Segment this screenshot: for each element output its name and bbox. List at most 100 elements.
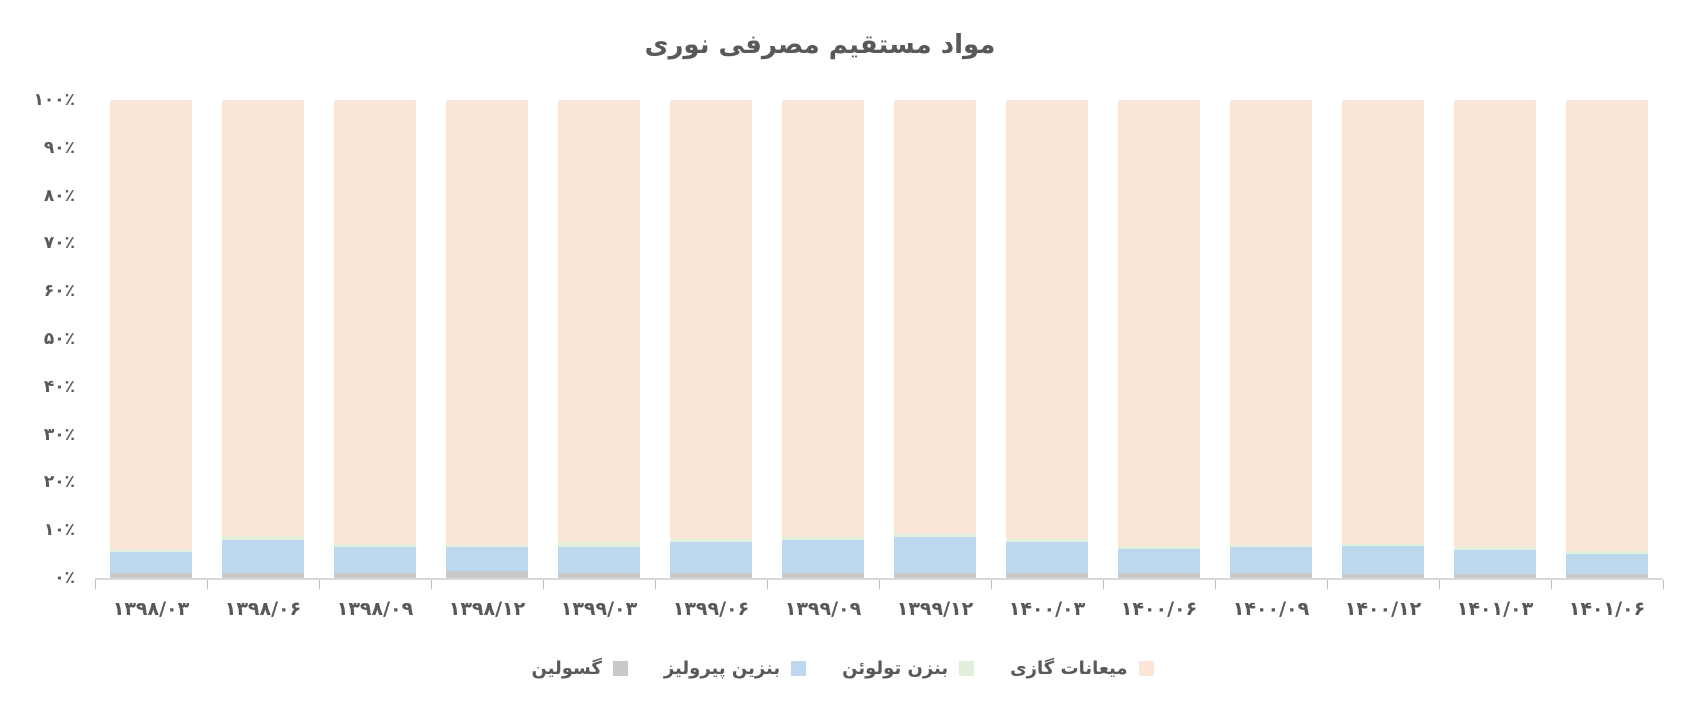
- bar-slot: [879, 100, 991, 578]
- axis-tick: [207, 580, 208, 589]
- legend-swatch: [791, 661, 807, 676]
- legend-label: میعانات گازی: [1010, 658, 1128, 679]
- axis-tick: [991, 580, 992, 589]
- bar-segment: [782, 100, 864, 538]
- bar-segment: [334, 544, 416, 547]
- x-axis-line: [95, 578, 1663, 580]
- bar-segment: [1566, 574, 1648, 578]
- x-axis-label: ۱۳۹۹/۱۲: [896, 598, 974, 620]
- x-axis-label: ۱۴۰۰/۰۶: [1120, 598, 1198, 620]
- legend-swatch: [1138, 661, 1154, 676]
- bar-segment: [110, 548, 192, 552]
- bar-slot: [431, 100, 543, 578]
- legend-label: گسولین: [531, 658, 602, 679]
- legend-item: بنزین پیرولیز: [663, 658, 807, 679]
- bar-segment: [1566, 553, 1648, 575]
- bar-slot: [543, 100, 655, 578]
- bar-segment: [1006, 100, 1088, 539]
- plot-area: [95, 100, 1663, 578]
- bar-segment: [894, 532, 976, 538]
- bar: [894, 100, 976, 578]
- bar-segment: [1118, 100, 1200, 547]
- bar-segment: [670, 542, 752, 574]
- x-axis-label: ۱۴۰۱/۰۳: [1456, 598, 1534, 620]
- bar-segment: [670, 100, 752, 539]
- axis-tick: [879, 580, 880, 589]
- legend-item: میعانات گازی: [1010, 658, 1154, 679]
- bar: [1118, 100, 1200, 578]
- y-axis-label: ۳۰٪: [43, 424, 75, 445]
- y-axis-label: ۸۰٪: [43, 185, 75, 206]
- bar-slot: [767, 100, 879, 578]
- bar-segment: [1230, 100, 1312, 545]
- bar-segment: [1230, 544, 1312, 547]
- bar-segment: [1006, 573, 1088, 578]
- bar-segment: [110, 573, 192, 578]
- bar: [670, 100, 752, 578]
- bar-segment: [1230, 573, 1312, 578]
- bar: [782, 100, 864, 578]
- bar-segment: [1454, 574, 1536, 578]
- bar-segment: [558, 542, 640, 547]
- bar-segment: [1342, 100, 1424, 544]
- bar-segment: [1118, 546, 1200, 550]
- bar-segment: [1454, 100, 1536, 548]
- bar-segment: [670, 573, 752, 578]
- y-axis-label: ۱۰۰٪: [33, 90, 75, 110]
- bar-segment: [894, 537, 976, 574]
- bar-segment: [222, 573, 304, 578]
- y-axis-label: ۵۰٪: [43, 329, 75, 349]
- y-axis-label: ۴۰٪: [43, 376, 75, 397]
- legend-swatch: [612, 661, 628, 676]
- x-axis-label: ۱۳۹۸/۰۳: [112, 598, 190, 620]
- y-axis-label: ۷۰٪: [43, 233, 75, 254]
- bar-segment: [334, 573, 416, 578]
- bar-segment: [1118, 549, 1200, 574]
- axis-tick: [1103, 580, 1104, 589]
- bar-segment: [1342, 545, 1424, 575]
- legend-label: بنزین پیرولیز: [663, 658, 781, 679]
- bar-slot: [95, 100, 207, 578]
- bar: [1454, 100, 1536, 578]
- axis-tick: [1215, 580, 1216, 589]
- y-axis-label: ۶۰٪: [43, 281, 75, 302]
- bar-segment: [110, 100, 192, 549]
- legend-item: بنزن تولوئن: [842, 658, 975, 679]
- x-axis-label: ۱۳۹۹/۰۳: [560, 598, 638, 620]
- x-axis-label: ۱۴۰۰/۰۳: [1008, 598, 1086, 620]
- bar: [110, 100, 192, 578]
- legend-label: بنزن تولوئن: [842, 658, 949, 679]
- bar-segment: [894, 100, 976, 533]
- bar-segment: [1454, 550, 1536, 575]
- axis-tick: [1327, 580, 1328, 589]
- bar-segment: [446, 546, 528, 571]
- x-axis-labels: ۱۳۹۸/۰۳ ۱۳۹۸/۰۶ ۱۳۹۸/۰۹ ۱۳۹۸/۱۲ ۱۳۹۹/۰۳ ۱۳۹۹/…: [95, 598, 1663, 620]
- chart-title: مواد مستقیم مصرفی نوری: [644, 30, 996, 60]
- y-axis-label: ۲۰٪: [43, 472, 75, 493]
- bar-slot: [207, 100, 319, 578]
- axis-tick: [543, 580, 544, 589]
- bar-slot: [1327, 100, 1439, 578]
- x-axis-label: ۱۴۰۰/۰۹: [1232, 598, 1310, 620]
- bar-segment: [334, 546, 416, 574]
- bar-segment: [782, 537, 864, 540]
- bar: [1566, 100, 1648, 578]
- axis-tick: [1439, 580, 1440, 589]
- bar-segment: [782, 539, 864, 574]
- bar-segment: [222, 539, 304, 574]
- legend: گسولین بنزین پیرولیز بنزن تولوئن میعانات گا…: [0, 658, 1685, 679]
- x-axis-label: ۱۳۹۹/۰۶: [672, 598, 750, 620]
- bar: [1230, 100, 1312, 578]
- y-axis-label: ۱۰٪: [43, 520, 75, 541]
- bar-segment: [110, 551, 192, 574]
- bar-slot: [1215, 100, 1327, 578]
- bar-segment: [1342, 543, 1424, 546]
- y-axis-label: ۰٪: [54, 568, 75, 588]
- bar-slot: [991, 100, 1103, 578]
- bar: [334, 100, 416, 578]
- bar-slot: [1551, 100, 1663, 578]
- axis-tick: [319, 580, 320, 589]
- bar-segment: [1118, 573, 1200, 578]
- bar-slot: [1103, 100, 1215, 578]
- bar: [1006, 100, 1088, 578]
